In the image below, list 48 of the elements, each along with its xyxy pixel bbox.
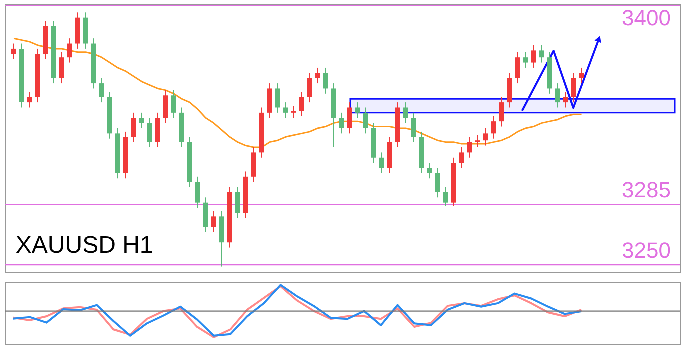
candlestick <box>435 168 440 198</box>
candlestick <box>59 52 64 84</box>
ref-line-label: 3400 <box>622 6 671 31</box>
candlestick <box>299 92 304 117</box>
candlestick <box>211 210 216 233</box>
candlestick <box>235 186 240 219</box>
candlestick <box>467 136 472 158</box>
candlestick <box>515 52 520 84</box>
candlestick <box>483 128 488 146</box>
candlestick <box>459 147 464 169</box>
candlestick <box>579 67 584 84</box>
candlestick <box>555 83 560 108</box>
candlestick <box>531 44 536 68</box>
candlestick <box>147 118 152 148</box>
candlestick <box>307 72 312 104</box>
candlestick <box>195 176 200 209</box>
candlestick <box>571 72 576 104</box>
candlestick <box>171 90 176 119</box>
candlestick <box>363 107 368 134</box>
candlestick <box>163 90 168 124</box>
candlestick <box>427 162 432 180</box>
ref-line-label: 3250 <box>622 238 671 264</box>
candlestick <box>563 92 568 108</box>
candlestick <box>12 43 16 60</box>
candlestick <box>443 186 448 207</box>
candlestick <box>539 44 544 64</box>
candlestick <box>379 152 384 174</box>
candlestick <box>491 116 496 140</box>
candlestick <box>131 112 136 143</box>
candlestick <box>139 112 144 129</box>
text: XAUUSD H1 <box>16 232 154 259</box>
candlestick <box>355 102 360 119</box>
ref-line-label: 3285 <box>622 178 671 203</box>
candlestick <box>291 106 296 119</box>
candlestick <box>283 102 288 119</box>
candlestick <box>27 92 32 108</box>
candlestick <box>475 134 480 148</box>
candlestick <box>339 112 344 134</box>
candlestick <box>67 38 72 64</box>
candlestick <box>499 96 504 128</box>
candlestick <box>411 112 416 143</box>
candlestick <box>523 52 528 68</box>
candlestick <box>315 67 320 84</box>
candlestick <box>403 102 408 124</box>
candlestick <box>275 83 280 114</box>
candlestick <box>323 67 328 94</box>
candlestick <box>347 102 352 134</box>
candlestick <box>99 78 104 104</box>
